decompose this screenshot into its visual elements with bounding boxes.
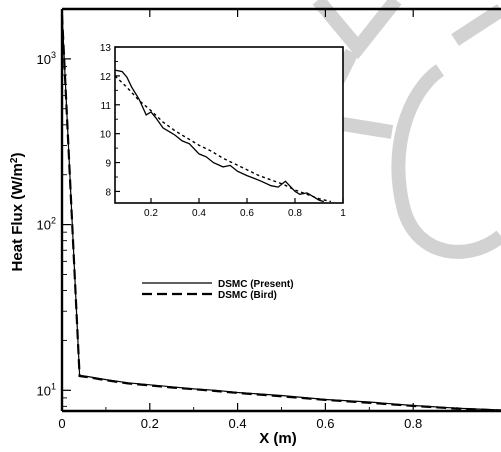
series-line-bird [60,14,501,412]
inset-x-tick-label: 0.2 [144,208,158,219]
y-tick-label: 101 [37,381,56,398]
inset-y-tick-label: 8 [105,187,111,198]
y-tick-label: 103 [37,50,56,67]
inset-frame [114,46,344,204]
inset-x-tick-label: 1 [340,208,346,219]
y-tick-label-base: 10 [37,52,51,67]
y-tick-label-base: 10 [37,218,51,233]
inset-y-tick-label: 10 [100,130,112,141]
y-tick-label: 102 [37,216,56,233]
inset-x-tick-label: 0.4 [192,208,206,219]
x-tick-label: 0.2 [141,416,159,431]
inset-series-line-bird [114,75,332,203]
y-tick-label-exponent: 1 [51,381,56,391]
y-axis-title-main: Heat Flux (W/m [9,163,26,271]
y-axis-title: Heat Flux (W/m2) [9,153,26,272]
legend: DSMC (Present)DSMC (Bird) [142,279,294,301]
watermark-stroke-3 [391,64,501,259]
inset-y-tick-label: 11 [101,101,112,112]
y-tick-label-base: 10 [37,383,51,398]
legend-label-present: DSMC (Present) [218,279,294,290]
watermark-stroke-1 [312,0,402,60]
x-tick-label: 0 [58,416,65,431]
x-tick-label: 0.4 [229,416,247,431]
inset-y-tick-label: 12 [100,72,112,83]
watermark-stroke-4 [451,4,501,46]
legend-label-bird: DSMC (Bird) [218,290,277,301]
y-axis-title-sup: 2 [9,157,20,163]
x-tick-label: 0.6 [316,416,334,431]
x-axis-title: X (m) [259,430,297,447]
inset-y-tick-label: 13 [100,43,112,54]
inset-x-tick-label: 0.8 [288,208,302,219]
x-tick-label: 0.8 [404,416,422,431]
inset-series-line-present [114,69,324,203]
y-tick-label-exponent: 3 [51,50,56,60]
inset-plot: 0.2 0.4 0.6 0.8 1 8 9 10 11 12 13 [100,43,346,219]
y-axis-title-close: ) [9,153,26,158]
y-tick-label-exponent: 2 [51,216,56,226]
inset-x-tick-label: 0.6 [240,208,254,219]
inset-y-tick-label: 9 [105,159,111,170]
